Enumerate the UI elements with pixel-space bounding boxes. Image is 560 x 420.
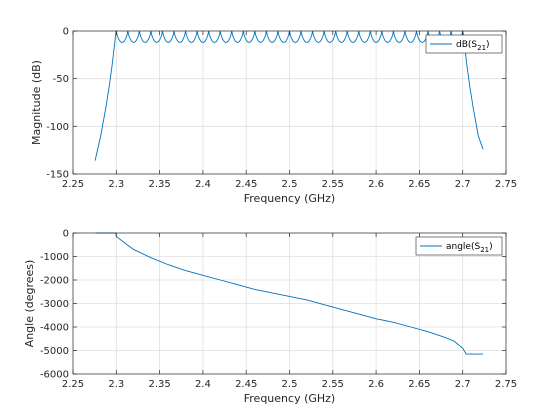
x-tick-label: 2.7 [455, 379, 471, 390]
legend: angle(S21) [415, 236, 503, 256]
x-tick-label: 2.25 [62, 379, 84, 390]
x-tick-label: 2.35 [148, 179, 170, 190]
y-tick-label: -2000 [40, 276, 69, 287]
y-tick-label: -150 [46, 170, 69, 181]
x-tick-label: 2.7 [455, 179, 471, 190]
x-tick-label: 2.25 [62, 179, 84, 190]
y-tick-label: 0 [63, 229, 69, 240]
legend-entry-sub: 21 [477, 44, 486, 52]
y-tick-label: -50 [53, 74, 69, 85]
x-tick-label: 2.6 [368, 179, 384, 190]
y-tick-label: -3000 [40, 299, 69, 310]
chart-1: 2.25 2.3 2.35 2.4 2.45 2.5 2.55 2.6 2.65 2.7 2.75 -… [30, 27, 517, 206]
legend-entry-main: angle(S [446, 242, 480, 252]
x-tick-label: 2.5 [282, 379, 298, 390]
legend-box [415, 236, 503, 256]
y-tick-label: 0 [63, 27, 69, 38]
x-tick-label: 2.6 [368, 379, 384, 390]
x-tick-label: 2.4 [195, 179, 211, 190]
y-axis-label: Magnitude (dB) [30, 60, 43, 145]
x-axis-label: Frequency (GHz) [244, 192, 335, 205]
y-tick-label: -100 [46, 122, 69, 133]
legend: dB(S21) [425, 34, 503, 54]
legend-entry: angle(S21) [446, 242, 493, 254]
x-tick-label: 2.4 [195, 379, 211, 390]
legend-entry-tail: ) [486, 40, 490, 50]
y-tick-label: -5000 [40, 346, 69, 357]
x-tick-label: 2.65 [408, 379, 430, 390]
x-tick-label: 2.5 [282, 179, 298, 190]
x-tick-label: 2.45 [235, 179, 257, 190]
legend-box [425, 34, 503, 54]
chart-2: 2.25 2.3 2.35 2.4 2.45 2.5 2.55 2.6 2.65 2.7 2.75 -… [23, 229, 517, 406]
x-tick-label: 2.3 [108, 179, 124, 190]
y-axis-label: Angle (degrees) [23, 260, 36, 348]
x-tick-label: 2.75 [495, 179, 517, 190]
legend-entry: dB(S21) [456, 40, 490, 52]
x-tick-label: 2.3 [108, 379, 124, 390]
x-tick-label: 2.55 [322, 379, 344, 390]
series-line [95, 232, 484, 355]
x-tick-label: 2.55 [322, 179, 344, 190]
legend-entry-main: dB(S [456, 40, 477, 50]
y-tick-label: -6000 [40, 370, 69, 381]
y-tick-label: -1000 [40, 252, 69, 263]
legend-entry-tail: ) [489, 242, 493, 252]
y-tick-label: -4000 [40, 323, 69, 334]
x-tick-label: 2.35 [148, 379, 170, 390]
x-tick-label: 2.75 [495, 379, 517, 390]
legend-entry-sub: 21 [480, 246, 489, 254]
x-tick-label: 2.45 [235, 379, 257, 390]
x-tick-label: 2.65 [408, 179, 430, 190]
x-axis-label: Frequency (GHz) [244, 392, 335, 405]
